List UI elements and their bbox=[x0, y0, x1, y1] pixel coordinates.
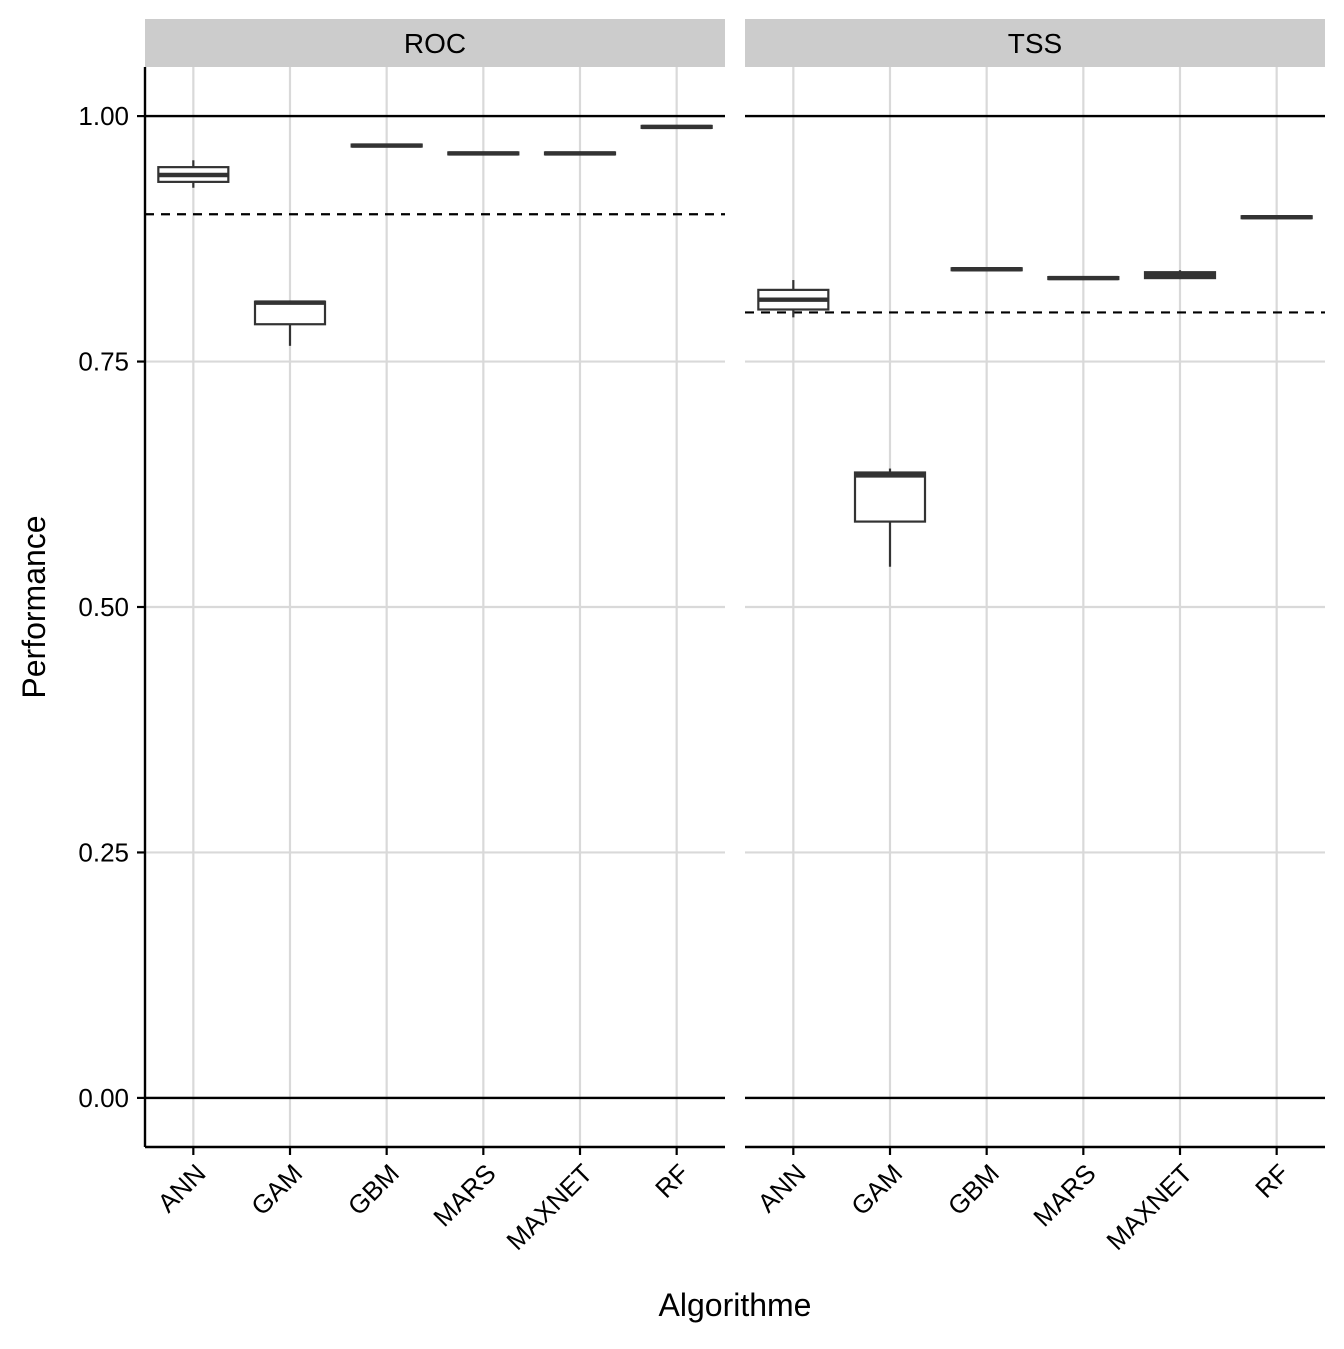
y-tick-label: 0.75 bbox=[78, 347, 129, 377]
x-tick-label: MAXNET bbox=[500, 1158, 598, 1256]
box-rf bbox=[640, 124, 713, 130]
x-tick-label: GBM bbox=[342, 1158, 405, 1221]
box-mars bbox=[1047, 275, 1120, 281]
y-axis: 0.00 0.25 0.50 0.75 1.00 bbox=[78, 67, 147, 1147]
x-tick-label: MARS bbox=[427, 1158, 501, 1232]
x-axis-title: Algorithme bbox=[659, 1287, 812, 1323]
y-tick-label: 1.00 bbox=[78, 101, 129, 131]
box-ann bbox=[757, 280, 830, 318]
box-maxnet bbox=[543, 151, 617, 156]
x-tick-label: ANN bbox=[752, 1158, 812, 1218]
x-tick-label: GAM bbox=[245, 1158, 308, 1221]
box-gam bbox=[853, 468, 927, 567]
box-mars bbox=[447, 151, 520, 156]
y-tick-label: 0.50 bbox=[78, 592, 129, 622]
x-tick-label: ANN bbox=[152, 1158, 212, 1218]
strip-header bbox=[745, 19, 1325, 67]
box-rf bbox=[1240, 215, 1313, 220]
x-tick-label: RF bbox=[1249, 1158, 1295, 1204]
y-tick-label: 0.00 bbox=[78, 1083, 129, 1113]
y-axis-title: Performance bbox=[16, 515, 52, 698]
box-gam bbox=[253, 300, 327, 346]
x-tick-label: RF bbox=[649, 1158, 695, 1204]
strip-header bbox=[145, 19, 725, 67]
strip-label: ROC bbox=[404, 28, 466, 59]
x-tick-label: MAXNET bbox=[1100, 1158, 1198, 1256]
y-tick-label: 0.25 bbox=[78, 837, 129, 867]
box-gbm bbox=[350, 143, 423, 148]
box-gbm bbox=[950, 267, 1023, 272]
x-tick-label: GBM bbox=[942, 1158, 1005, 1221]
x-tick-label: GAM bbox=[845, 1158, 908, 1221]
strip-label: TSS bbox=[1008, 28, 1062, 59]
box-ann bbox=[157, 160, 230, 188]
x-tick-label: MARS bbox=[1027, 1158, 1101, 1232]
box-body bbox=[853, 471, 927, 523]
box-maxnet bbox=[1143, 270, 1217, 280]
box-body bbox=[253, 300, 327, 326]
